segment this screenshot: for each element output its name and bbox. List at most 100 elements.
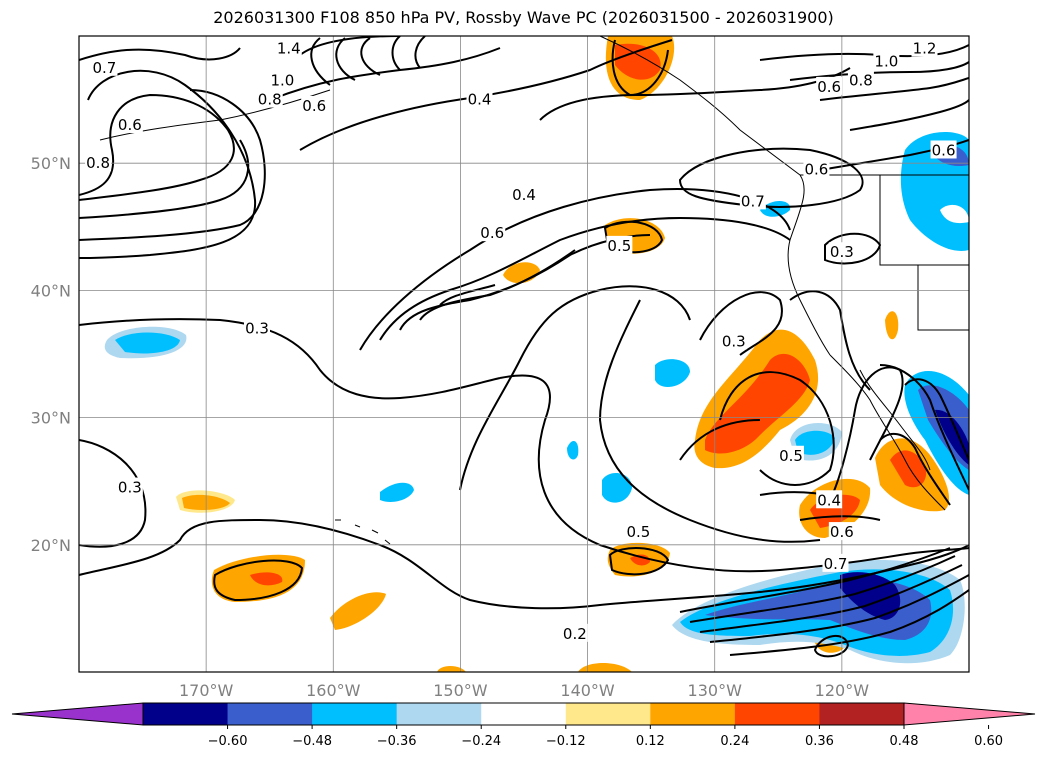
contour-label-bg: [256, 89, 283, 108]
contour-label-bg: [816, 76, 843, 95]
anomaly-negative-33n: [655, 359, 690, 387]
anomaly-negative-46n: [760, 201, 791, 217]
contour-line: [79, 89, 266, 241]
contour-line: [699, 291, 783, 356]
colorbar-segment: [227, 703, 313, 725]
contour-label: 0.4: [512, 186, 536, 204]
colorbar-tick-label: −0.36: [377, 734, 417, 749]
contour-label: 0.6: [480, 224, 504, 242]
contour-line: [819, 77, 969, 101]
contour-line: [904, 378, 969, 461]
contour-label: 0.8: [258, 91, 282, 109]
lon-tick-label: 150°W: [433, 681, 488, 700]
contour-line: [829, 366, 904, 501]
anomaly-positive-bottom: [578, 663, 632, 672]
colorbar-segment: [650, 703, 736, 725]
colorbar-tick-label: −0.24: [461, 734, 501, 749]
contour-label-bg: [739, 191, 766, 210]
contour-line: [414, 36, 426, 69]
lon-tick-label: 120°W: [815, 681, 870, 700]
contour-line: [699, 564, 963, 633]
lat-tick-label: 30°N: [31, 409, 71, 428]
contour-label: 0.7: [741, 192, 765, 210]
coastline-california: [829, 354, 946, 511]
contour-line: [79, 93, 235, 201]
colorbar-segment: [819, 703, 905, 725]
contour-label-bg: [479, 223, 506, 242]
contour-label: 0.6: [830, 523, 854, 541]
colorbar-segment: [312, 703, 398, 725]
colorbar-tick-label: 0.12: [636, 734, 665, 749]
contour-label-bg: [873, 51, 900, 70]
lat-tick-label: 50°N: [31, 154, 71, 173]
contour-label-bg: [116, 115, 143, 134]
contour-labels: 0.70.60.81.41.00.8 0.6 0.41.01.20.80.60.60…: [85, 38, 957, 643]
contour-line: [419, 249, 576, 321]
contour-line: [79, 439, 147, 548]
colorbar: −0.60 −0.48 −0.36 −0.24 −0.12 0.12 0.24 0.36 0.4…: [11, 702, 1036, 749]
contour-label: 0.6: [118, 116, 142, 134]
lat-tick-label: 40°N: [31, 281, 71, 300]
lon-tick-label: 130°W: [688, 681, 743, 700]
contour-line: [310, 37, 331, 86]
contour-label: 0.3: [245, 320, 269, 338]
contour-label: 0.6: [932, 141, 956, 159]
contour-label-bg: [816, 490, 843, 509]
contour-label: 0.6: [302, 97, 326, 115]
colorbar-tick-label: 0.60: [974, 734, 1003, 749]
contour-label-bg: [606, 235, 633, 254]
contour-label-bg: [803, 159, 830, 178]
contour-line: [79, 318, 501, 400]
lon-tick-label: 170°W: [179, 681, 234, 700]
contour-label: 1.0: [874, 52, 898, 70]
contour-label-bg: [930, 140, 957, 159]
contour-label: 0.7: [92, 59, 116, 77]
contour-line: [79, 518, 969, 610]
contour-label: 0.5: [607, 237, 631, 255]
contour-line: [391, 36, 401, 71]
contour-line: [879, 364, 969, 491]
contour-line: [439, 284, 496, 306]
contour-label: 0.8: [86, 154, 110, 172]
pv-contours: [79, 36, 969, 658]
contour-label: 1.2: [913, 40, 937, 58]
contour-label: 0.4: [468, 91, 492, 109]
anomaly-positive-18n-core: [250, 572, 283, 586]
contour-label-bg: [847, 70, 874, 89]
colorbar-extend-low: [11, 702, 144, 726]
contour-label-bg: [91, 57, 118, 76]
contour-line: [849, 99, 969, 131]
chart-title: 2026031300 F108 850 hPa PV, Rossby Wave …: [213, 8, 834, 27]
contour-label: 1.0: [270, 72, 294, 90]
contour-line: [729, 589, 969, 656]
lat-tick-label: 20°N: [31, 536, 71, 555]
anomaly-negative-36n-core: [115, 332, 180, 354]
contour-line: [679, 419, 761, 461]
colorbar-tick-label: −0.48: [292, 734, 332, 749]
contour-label: 0.3: [722, 332, 746, 350]
anomaly-negative-24n: [602, 473, 632, 503]
contour-line: [299, 39, 673, 151]
contour-line: [608, 547, 670, 576]
colorbar-segment: [396, 703, 482, 725]
contour-label-bg: [828, 242, 855, 261]
contour-label-bg: [275, 38, 302, 57]
anomaly-positive-15n: [330, 592, 386, 630]
contour-label-bg: [301, 95, 328, 114]
anomaly-alaska-core: [615, 43, 661, 80]
contour-label: 0.4: [817, 491, 841, 509]
contour-label-bg: [720, 331, 747, 350]
colorbar-tick-label: 0.24: [720, 734, 749, 749]
contour-line: [379, 216, 791, 341]
contour-label: 0.7: [824, 555, 848, 573]
lon-tick-label: 160°W: [306, 681, 361, 700]
contour-label-bg: [244, 318, 270, 337]
map-border: [78, 35, 970, 673]
contour-label-bg: [778, 445, 804, 464]
contour-line: [678, 147, 864, 208]
colorbar-segment: [565, 703, 651, 725]
contour-line: [789, 61, 969, 81]
colorbar-tick-label: −0.60: [208, 734, 248, 749]
contour-label-bg: [85, 153, 112, 172]
contour-label: 0.5: [626, 523, 650, 541]
